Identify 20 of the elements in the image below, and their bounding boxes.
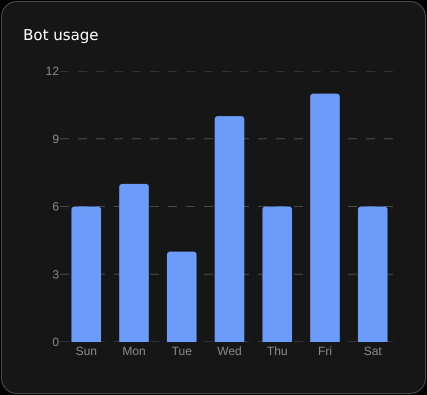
bar (262, 206, 292, 342)
x-tick-label: Tue (172, 344, 192, 358)
x-tick-label: Wed (217, 344, 242, 358)
y-tick-label: 9 (52, 132, 60, 146)
x-tick-label: Mon (122, 344, 146, 358)
y-tick-label: 12 (46, 64, 60, 78)
bar (358, 206, 388, 342)
y-tick-label: 3 (52, 267, 60, 282)
y-tick-label: 6 (52, 200, 60, 214)
bar (71, 206, 102, 342)
x-tick-label: Sat (364, 344, 382, 358)
bar (214, 116, 244, 342)
x-tick-label: Sun (76, 344, 97, 358)
bar (310, 94, 340, 342)
x-tick-label: Thu (266, 344, 288, 358)
chart-title: Bot usage (23, 26, 99, 44)
y-tick-label: 0 (52, 335, 60, 350)
bar (166, 252, 197, 342)
bar (119, 184, 149, 342)
x-tick-label: Fri (318, 344, 332, 358)
